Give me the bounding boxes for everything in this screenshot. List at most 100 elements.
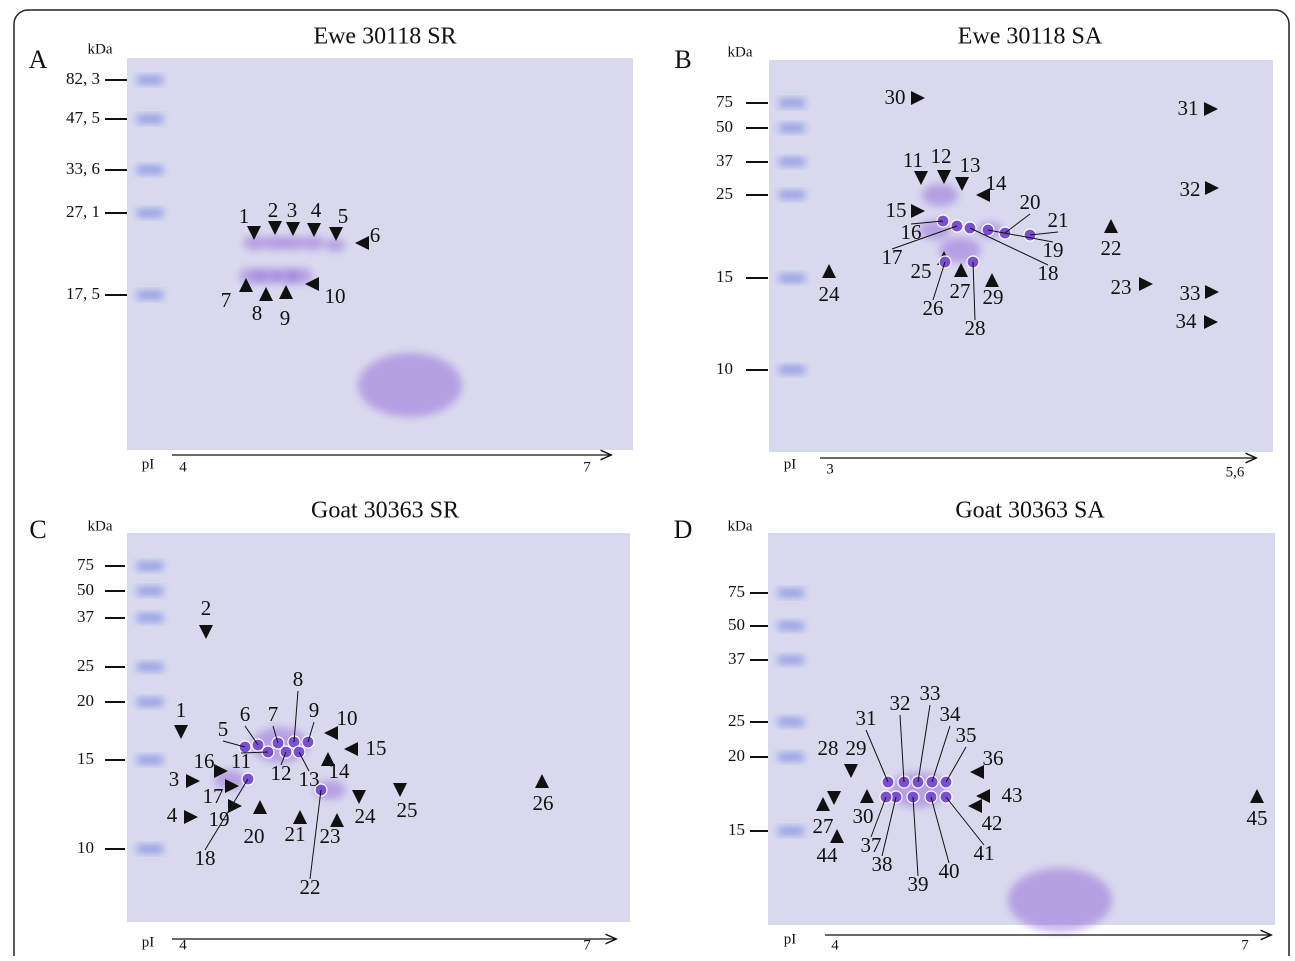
gel xyxy=(769,60,1273,452)
protein-spot xyxy=(287,268,313,284)
panel-letter: A xyxy=(29,45,48,74)
spot-label: 1 xyxy=(239,204,250,228)
spot-leader xyxy=(932,261,946,301)
panel-title: Ewe 30118 SR xyxy=(313,24,456,50)
spot-leader xyxy=(899,714,905,783)
protein-spot xyxy=(921,183,959,207)
spot-arrow xyxy=(535,774,549,788)
ladder-band xyxy=(137,76,163,84)
ladder-band xyxy=(137,115,163,123)
pi-end: 7 xyxy=(583,459,591,475)
spot-leader xyxy=(987,229,1054,243)
spot-label: 21 xyxy=(1048,208,1069,232)
spot-leader xyxy=(912,796,919,877)
spot-label: 32 xyxy=(1180,177,1201,201)
gel xyxy=(127,533,630,922)
protein-spot xyxy=(301,235,325,251)
spot-label: 40 xyxy=(939,859,960,883)
spot-label: 14 xyxy=(986,171,1008,195)
spot-label: 45 xyxy=(1247,806,1268,830)
spot-label: 23 xyxy=(1111,275,1132,299)
spot-arrow xyxy=(911,204,925,218)
ladder-band xyxy=(778,589,804,597)
spot-arrow xyxy=(1205,285,1219,299)
spot-arrow xyxy=(186,774,200,788)
spot-leader xyxy=(1029,231,1059,236)
mw-label: 20 xyxy=(77,691,94,710)
spot-arrow xyxy=(1250,789,1264,803)
spot-label: 36 xyxy=(983,746,1004,770)
ladder-band xyxy=(778,753,804,761)
spot-label: 37 xyxy=(861,833,882,857)
panel-letter: B xyxy=(674,45,691,74)
spot-label: 9 xyxy=(280,306,291,330)
spot-label: 20 xyxy=(1020,190,1041,214)
protein-spot xyxy=(324,238,346,252)
spot-arrow xyxy=(976,789,990,803)
ladder-band xyxy=(779,191,805,199)
spot-leader xyxy=(945,796,985,846)
panel-letter: C xyxy=(29,515,46,544)
spot-label: 35 xyxy=(956,723,977,747)
spot-label: 21 xyxy=(285,822,306,846)
spot-label: 8 xyxy=(293,667,304,691)
spot-arrow xyxy=(1139,277,1153,291)
mw-label: 50 xyxy=(716,117,733,136)
spot-arrow xyxy=(954,263,968,277)
spot-label: 24 xyxy=(819,282,841,306)
pi-start: 3 xyxy=(826,461,834,477)
mw-label: 10 xyxy=(77,838,94,857)
mw-label: 25 xyxy=(77,656,94,675)
mw-label: 15 xyxy=(77,749,94,768)
spot-arrow xyxy=(259,287,273,301)
spot-arrow xyxy=(830,829,844,843)
protein-spot xyxy=(243,235,267,251)
spot-label: 15 xyxy=(366,736,387,760)
spot-label: 43 xyxy=(1002,783,1023,807)
spot-label: 24 xyxy=(355,804,377,828)
spot-arrow xyxy=(985,273,999,287)
panel-title: Ewe 30118 SA xyxy=(958,24,1103,50)
mw-label: 10 xyxy=(716,359,733,378)
spot-leader xyxy=(930,796,950,864)
spot-arrow xyxy=(860,789,874,803)
spot-arrow xyxy=(329,227,343,241)
ladder-band xyxy=(778,622,804,630)
spot-arrow xyxy=(1205,181,1219,195)
spot-leader xyxy=(307,721,315,743)
pi-start: 4 xyxy=(179,937,187,953)
spot-label: 12 xyxy=(931,144,952,168)
spot-arrow xyxy=(1104,219,1118,233)
spot-label: 18 xyxy=(195,846,216,870)
spot-label: 16 xyxy=(194,749,215,773)
mw-label: 37 xyxy=(728,649,746,668)
ladder-band xyxy=(137,663,163,671)
spot-arrow xyxy=(184,810,198,824)
spot-arrow xyxy=(344,742,358,756)
pi-label: pI xyxy=(784,931,797,947)
mw-label: 75 xyxy=(728,582,745,601)
ladder-band xyxy=(137,562,163,570)
frame xyxy=(13,9,1290,961)
spot-arrow xyxy=(393,783,407,797)
spot-arrow xyxy=(330,813,344,827)
spot-label: 31 xyxy=(856,706,877,730)
spot-leader xyxy=(865,729,889,783)
spot-label: 5 xyxy=(218,717,229,741)
spot-label: 26 xyxy=(533,791,554,815)
ladder-band xyxy=(137,291,163,299)
protein-spot xyxy=(281,235,305,251)
spot-leader xyxy=(891,225,958,250)
protein-spot xyxy=(358,353,462,417)
spot-leader xyxy=(1004,213,1031,234)
spot-label: 32 xyxy=(890,691,911,715)
spot-label: 30 xyxy=(853,804,874,828)
spot-arrow xyxy=(247,226,261,240)
ladder-band xyxy=(779,158,805,166)
spot-label: 20 xyxy=(244,824,265,848)
pi-end: 7 xyxy=(583,937,591,953)
spot-leader xyxy=(240,751,269,754)
mw-label: 47, 5 xyxy=(66,108,100,127)
spot-arrow xyxy=(228,799,242,813)
pi-label: pI xyxy=(142,456,155,472)
